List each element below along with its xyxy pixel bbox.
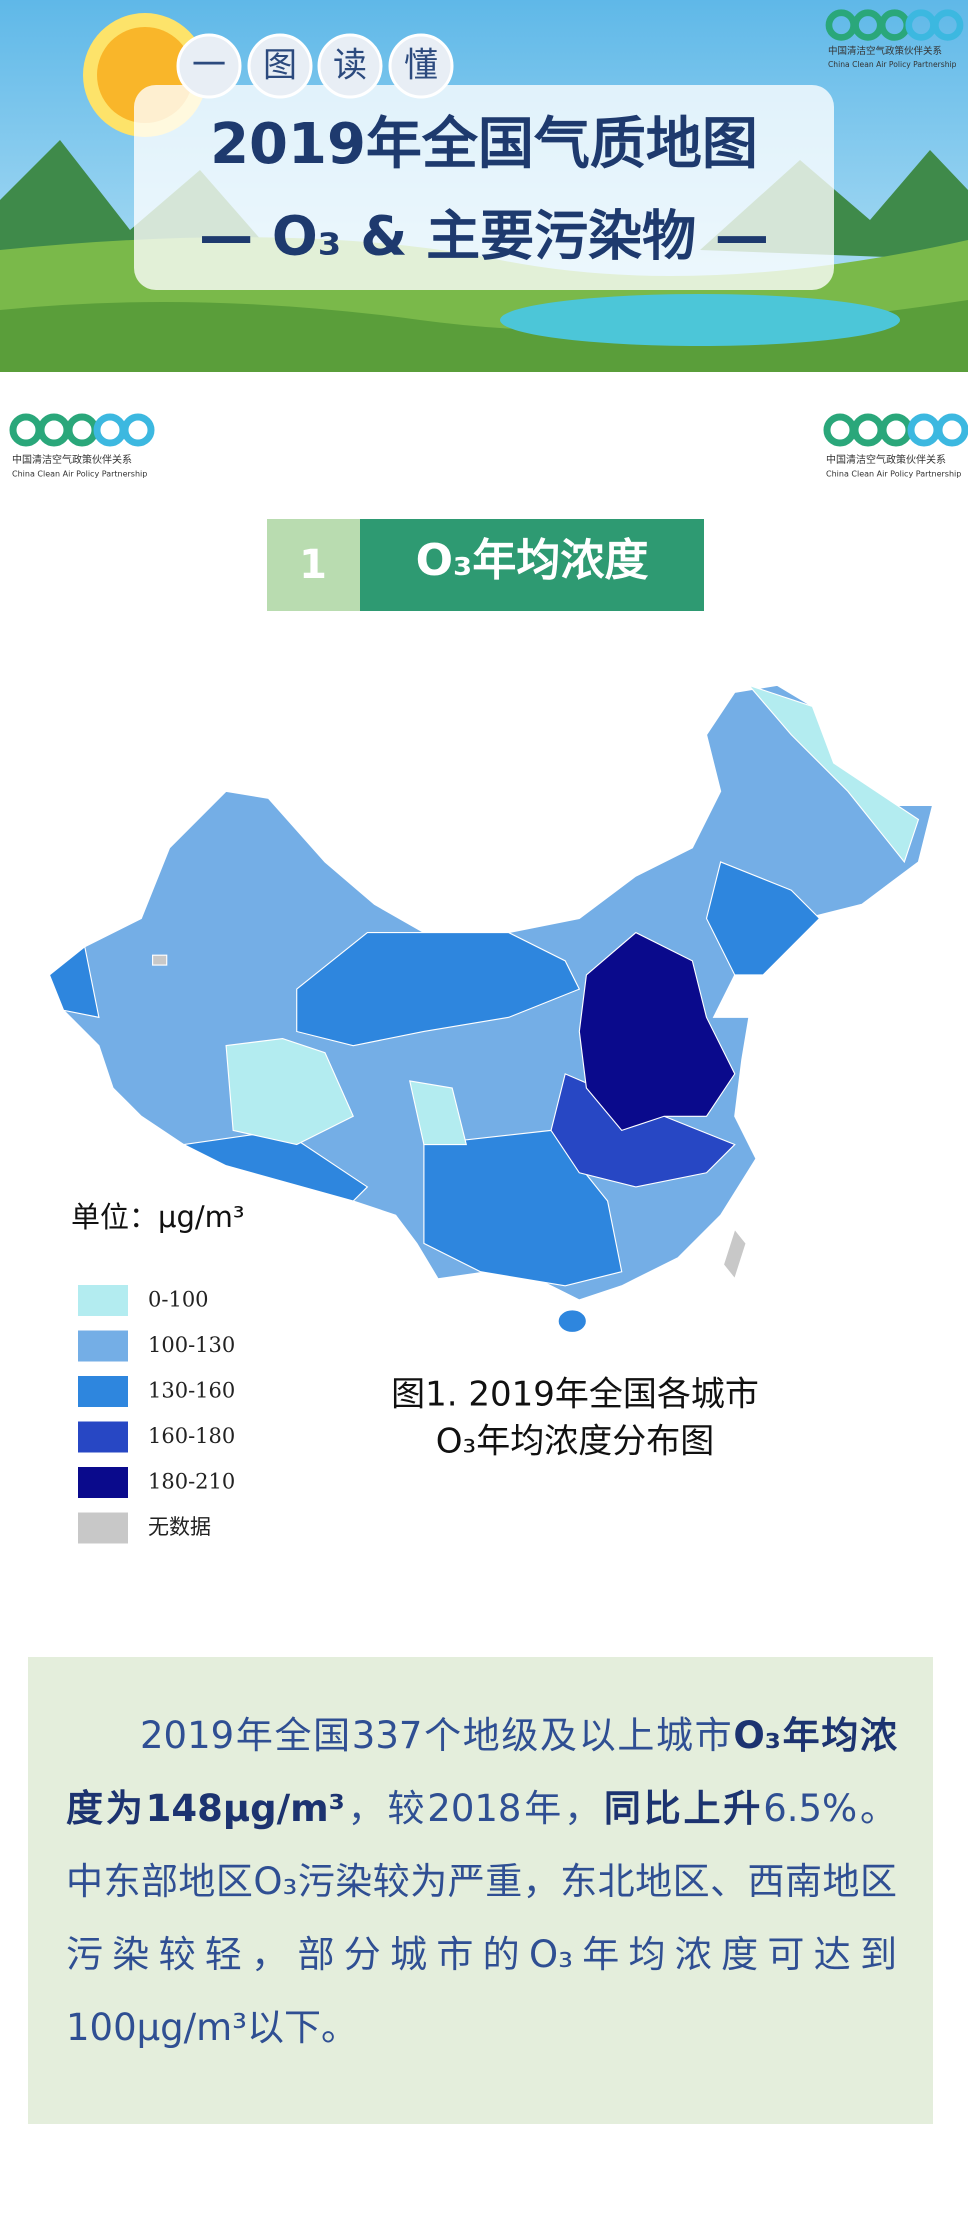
header-banner: 一 图 读 懂 2019年全国气质地图 — O₃ & 主要污染物 —	[0, 0, 968, 372]
logo-cn: 中国清洁空气政策伙伴关系	[828, 45, 942, 57]
legend-swatch	[78, 1512, 128, 1544]
legend-label: 180-210	[148, 1470, 235, 1494]
map-unit: 单位：μg/m³	[71, 1200, 245, 1234]
legend-swatch	[78, 1285, 128, 1316]
legend-label: 0-100	[148, 1288, 209, 1312]
logo-en: China Clean Air Policy Partnership	[826, 470, 961, 479]
legend-swatch	[78, 1330, 128, 1362]
header-subtitle: — O₃ & 主要污染物 —	[199, 205, 769, 268]
summary-run: ，较2018年，	[344, 1787, 604, 1830]
summary-run: 6.5%。中东部地区O₃污染较为严重，东北地区、西南地区污染较轻，部分城市的O₃…	[66, 1787, 898, 2049]
legend-label: 130-160	[148, 1379, 235, 1403]
legend-label: 160-180	[148, 1424, 235, 1448]
summary-box: 2019年全国337个地级及以上城市O₃年均浓度为148μg/m³，较2018年…	[28, 1657, 933, 2124]
legend-swatch	[78, 1376, 128, 1407]
section-title: O₃年均浓度	[416, 535, 649, 586]
summary-emphasis: 同比上升	[603, 1787, 764, 1830]
china-map	[48, 684, 934, 1334]
logo-cn: 中国清洁空气政策伙伴关系	[12, 453, 132, 466]
summary-emphasis: O₃年均浓度为148μg/m³	[66, 1714, 897, 1830]
badge: 图	[263, 46, 297, 86]
summary-text: 2019年全国337个地级及以上城市O₃年均浓度为148μg/m³，较2018年…	[66, 1699, 897, 2064]
badge: 懂	[404, 46, 438, 86]
logo: 中国清洁空气政策伙伴关系 China Clean Air Policy Part…	[9, 413, 155, 479]
map-caption: O₃年均浓度分布图	[436, 1422, 714, 1462]
legend-swatch	[78, 1421, 128, 1453]
logo: 中国清洁空气政策伙伴关系 China Clean Air Policy Part…	[825, 9, 964, 69]
summary-run: 2019年全国337个地级及以上城市	[140, 1714, 734, 1757]
legend-label: 无数据	[148, 1515, 211, 1539]
legend: 0-100 100-130 130-160 160-180 180-210 无数据	[78, 1285, 235, 1544]
badge: 读	[333, 46, 367, 86]
legend-label: 100-130	[148, 1333, 235, 1357]
logo-cn: 中国清洁空气政策伙伴关系	[826, 453, 946, 466]
logo-en: China Clean Air Policy Partnership	[828, 60, 957, 69]
logo-en: China Clean Air Policy Partnership	[12, 470, 147, 479]
section-number: 1	[299, 542, 327, 588]
map-caption: 图1. 2019年全国各城市	[391, 1375, 759, 1415]
section-heading: 1 O₃年均浓度	[267, 519, 704, 611]
badge: 一	[192, 46, 226, 86]
logo: 中国清洁空气政策伙伴关系 China Clean Air Policy Part…	[823, 413, 968, 479]
badges: 一 图 读 懂	[176, 33, 454, 99]
header-title: 2019年全国气质地图	[210, 112, 758, 177]
legend-swatch	[78, 1467, 128, 1498]
